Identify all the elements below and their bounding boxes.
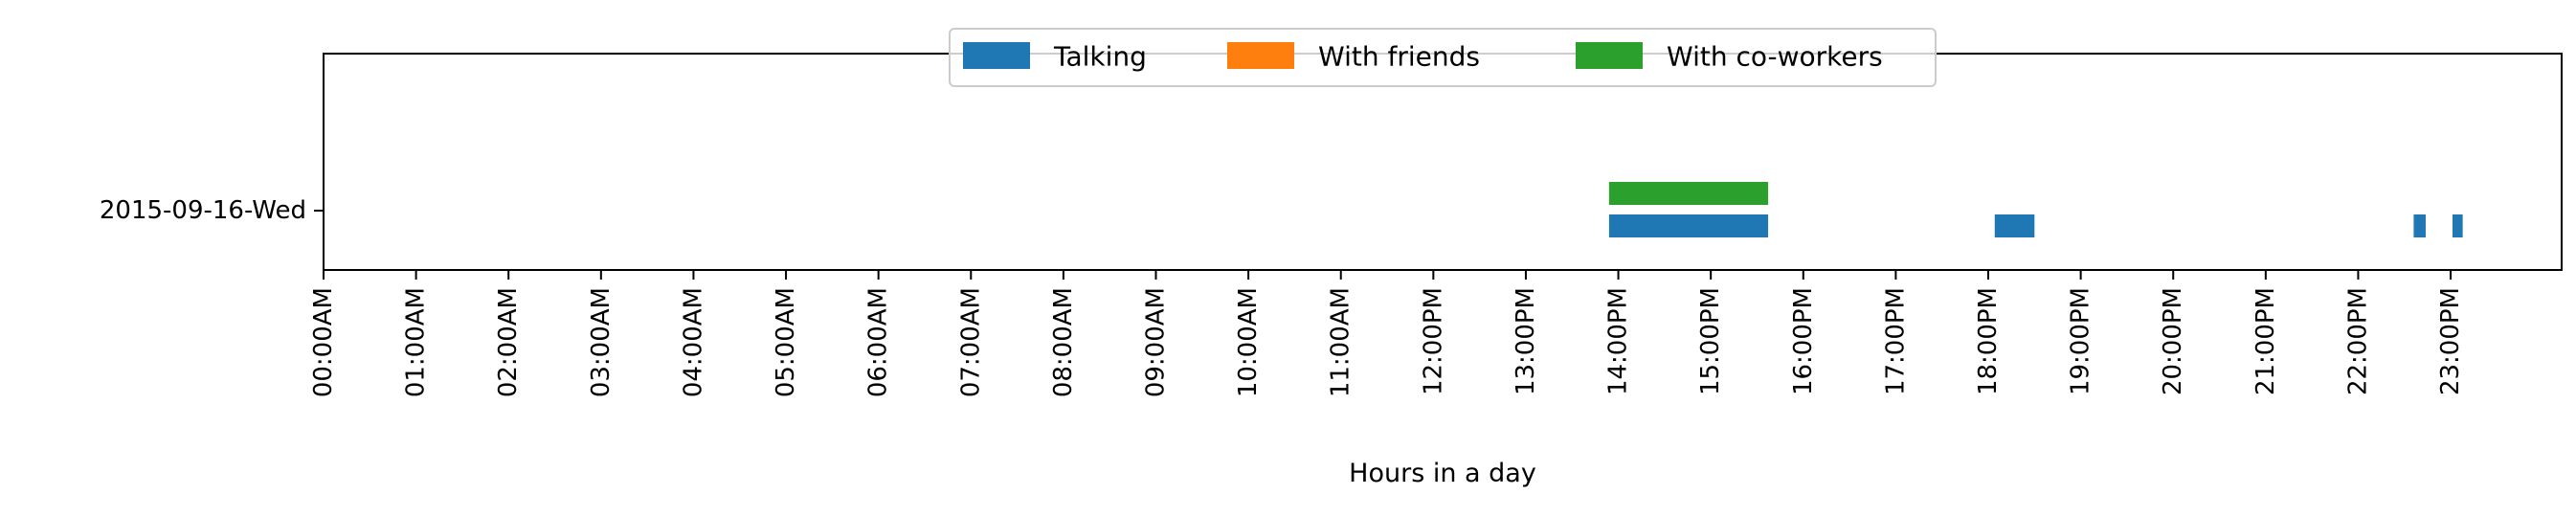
x-tick-label: 19:00PM (2067, 287, 2095, 395)
legend-label-with-co-workers: With co-workers (1667, 41, 1883, 73)
legend-frame (949, 28, 1937, 87)
x-tick-label: 17:00PM (1881, 287, 1910, 395)
x-tick-label: 10:00AM (1234, 287, 1263, 397)
x-tick-label: 08:00AM (1049, 287, 1078, 397)
x-tick-label: 00:00AM (309, 287, 338, 397)
x-tick-label: 18:00PM (1974, 287, 2003, 395)
x-tick-label: 02:00AM (494, 287, 523, 397)
legend-swatch-with-co-workers (1576, 42, 1643, 69)
bar-talking-1 (1994, 214, 2035, 237)
legend-label-talking: Talking (1053, 41, 1147, 73)
x-tick-label: 21:00PM (2251, 287, 2280, 395)
legend-swatch-with-friends (1227, 42, 1294, 69)
x-tick-label: 15:00PM (1696, 287, 1725, 395)
x-tick-label: 23:00PM (2436, 287, 2465, 395)
x-tick-label: 07:00AM (956, 287, 985, 397)
bars-layer (1608, 182, 2463, 237)
bar-with-co-workers-0 (1608, 182, 1769, 205)
x-axis-label: Hours in a day (1349, 459, 1536, 488)
x-tick-label: 14:00PM (1604, 287, 1633, 395)
x-tick-label: 05:00AM (772, 287, 800, 397)
x-axis-ticks: 00:00AM 01:00AM 02:00AM 03:00AM 04:00AM 05:00… (309, 270, 2465, 397)
x-tick-label: 03:00AM (587, 287, 616, 397)
x-tick-label: 06:00AM (864, 287, 893, 397)
legend-label-with-friends: With friends (1318, 41, 1480, 73)
x-tick-label: 13:00PM (1512, 287, 1540, 395)
x-tick-label: 11:00AM (1327, 287, 1355, 397)
bar-talking-0 (1608, 214, 1769, 237)
legend-swatch-talking (963, 42, 1030, 69)
bar-talking-3 (2452, 214, 2463, 237)
bar-talking-2 (2413, 214, 2426, 237)
legend: Talking With friends With co-workers (949, 28, 1937, 87)
x-tick-label: 16:00PM (1789, 287, 1818, 395)
y-tick-label: 2015-09-16-Wed (100, 196, 306, 225)
x-tick-label: 12:00PM (1419, 287, 1447, 395)
y-axis-ticks: 2015-09-16-Wed (100, 196, 324, 225)
x-tick-label: 22:00PM (2343, 287, 2372, 395)
x-tick-label: 01:00AM (402, 287, 431, 397)
x-tick-label: 20:00PM (2159, 287, 2187, 395)
x-tick-label: 04:00AM (679, 287, 707, 397)
x-tick-label: 09:00AM (1142, 287, 1171, 397)
